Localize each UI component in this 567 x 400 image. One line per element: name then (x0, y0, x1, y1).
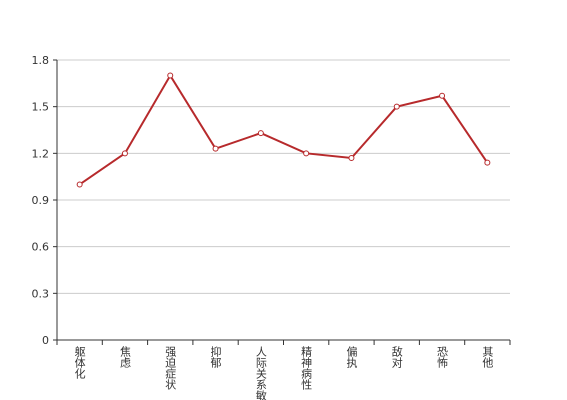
x-tick-label: 精神病性 (300, 346, 313, 391)
x-tick-label: 敌对 (390, 345, 403, 368)
point (121, 150, 128, 157)
point (303, 150, 310, 157)
point (484, 159, 491, 166)
x-tick-label: 恐怖 (436, 346, 449, 368)
line (79, 73, 489, 186)
point (167, 72, 174, 79)
point (257, 130, 264, 137)
y-tick-label: 1.8 (32, 54, 50, 67)
y-tick-label: 0.6 (32, 241, 50, 254)
y-tick-label: 0 (42, 334, 49, 347)
y-tick-label: 1.5 (32, 101, 50, 114)
x-tick-label: 人际关系敏感 (254, 346, 267, 400)
y-tick-label: 0.9 (32, 194, 50, 207)
point (76, 181, 83, 188)
point (439, 92, 446, 99)
x-tick-label: 抑郁 (209, 345, 222, 368)
x-tick-label: 偏执 (345, 345, 358, 369)
x-tick-label: 焦虑 (118, 346, 131, 368)
x-tick-label: 其他 (481, 346, 494, 368)
point (212, 145, 219, 152)
y-tick-label: 0.3 (32, 287, 50, 300)
y-tick-label: 1.2 (32, 147, 50, 160)
point (393, 103, 400, 110)
x-tick-label: 强迫症状 (164, 346, 177, 390)
point (348, 155, 355, 161)
x-tick-label: 躯体化 (73, 346, 86, 380)
